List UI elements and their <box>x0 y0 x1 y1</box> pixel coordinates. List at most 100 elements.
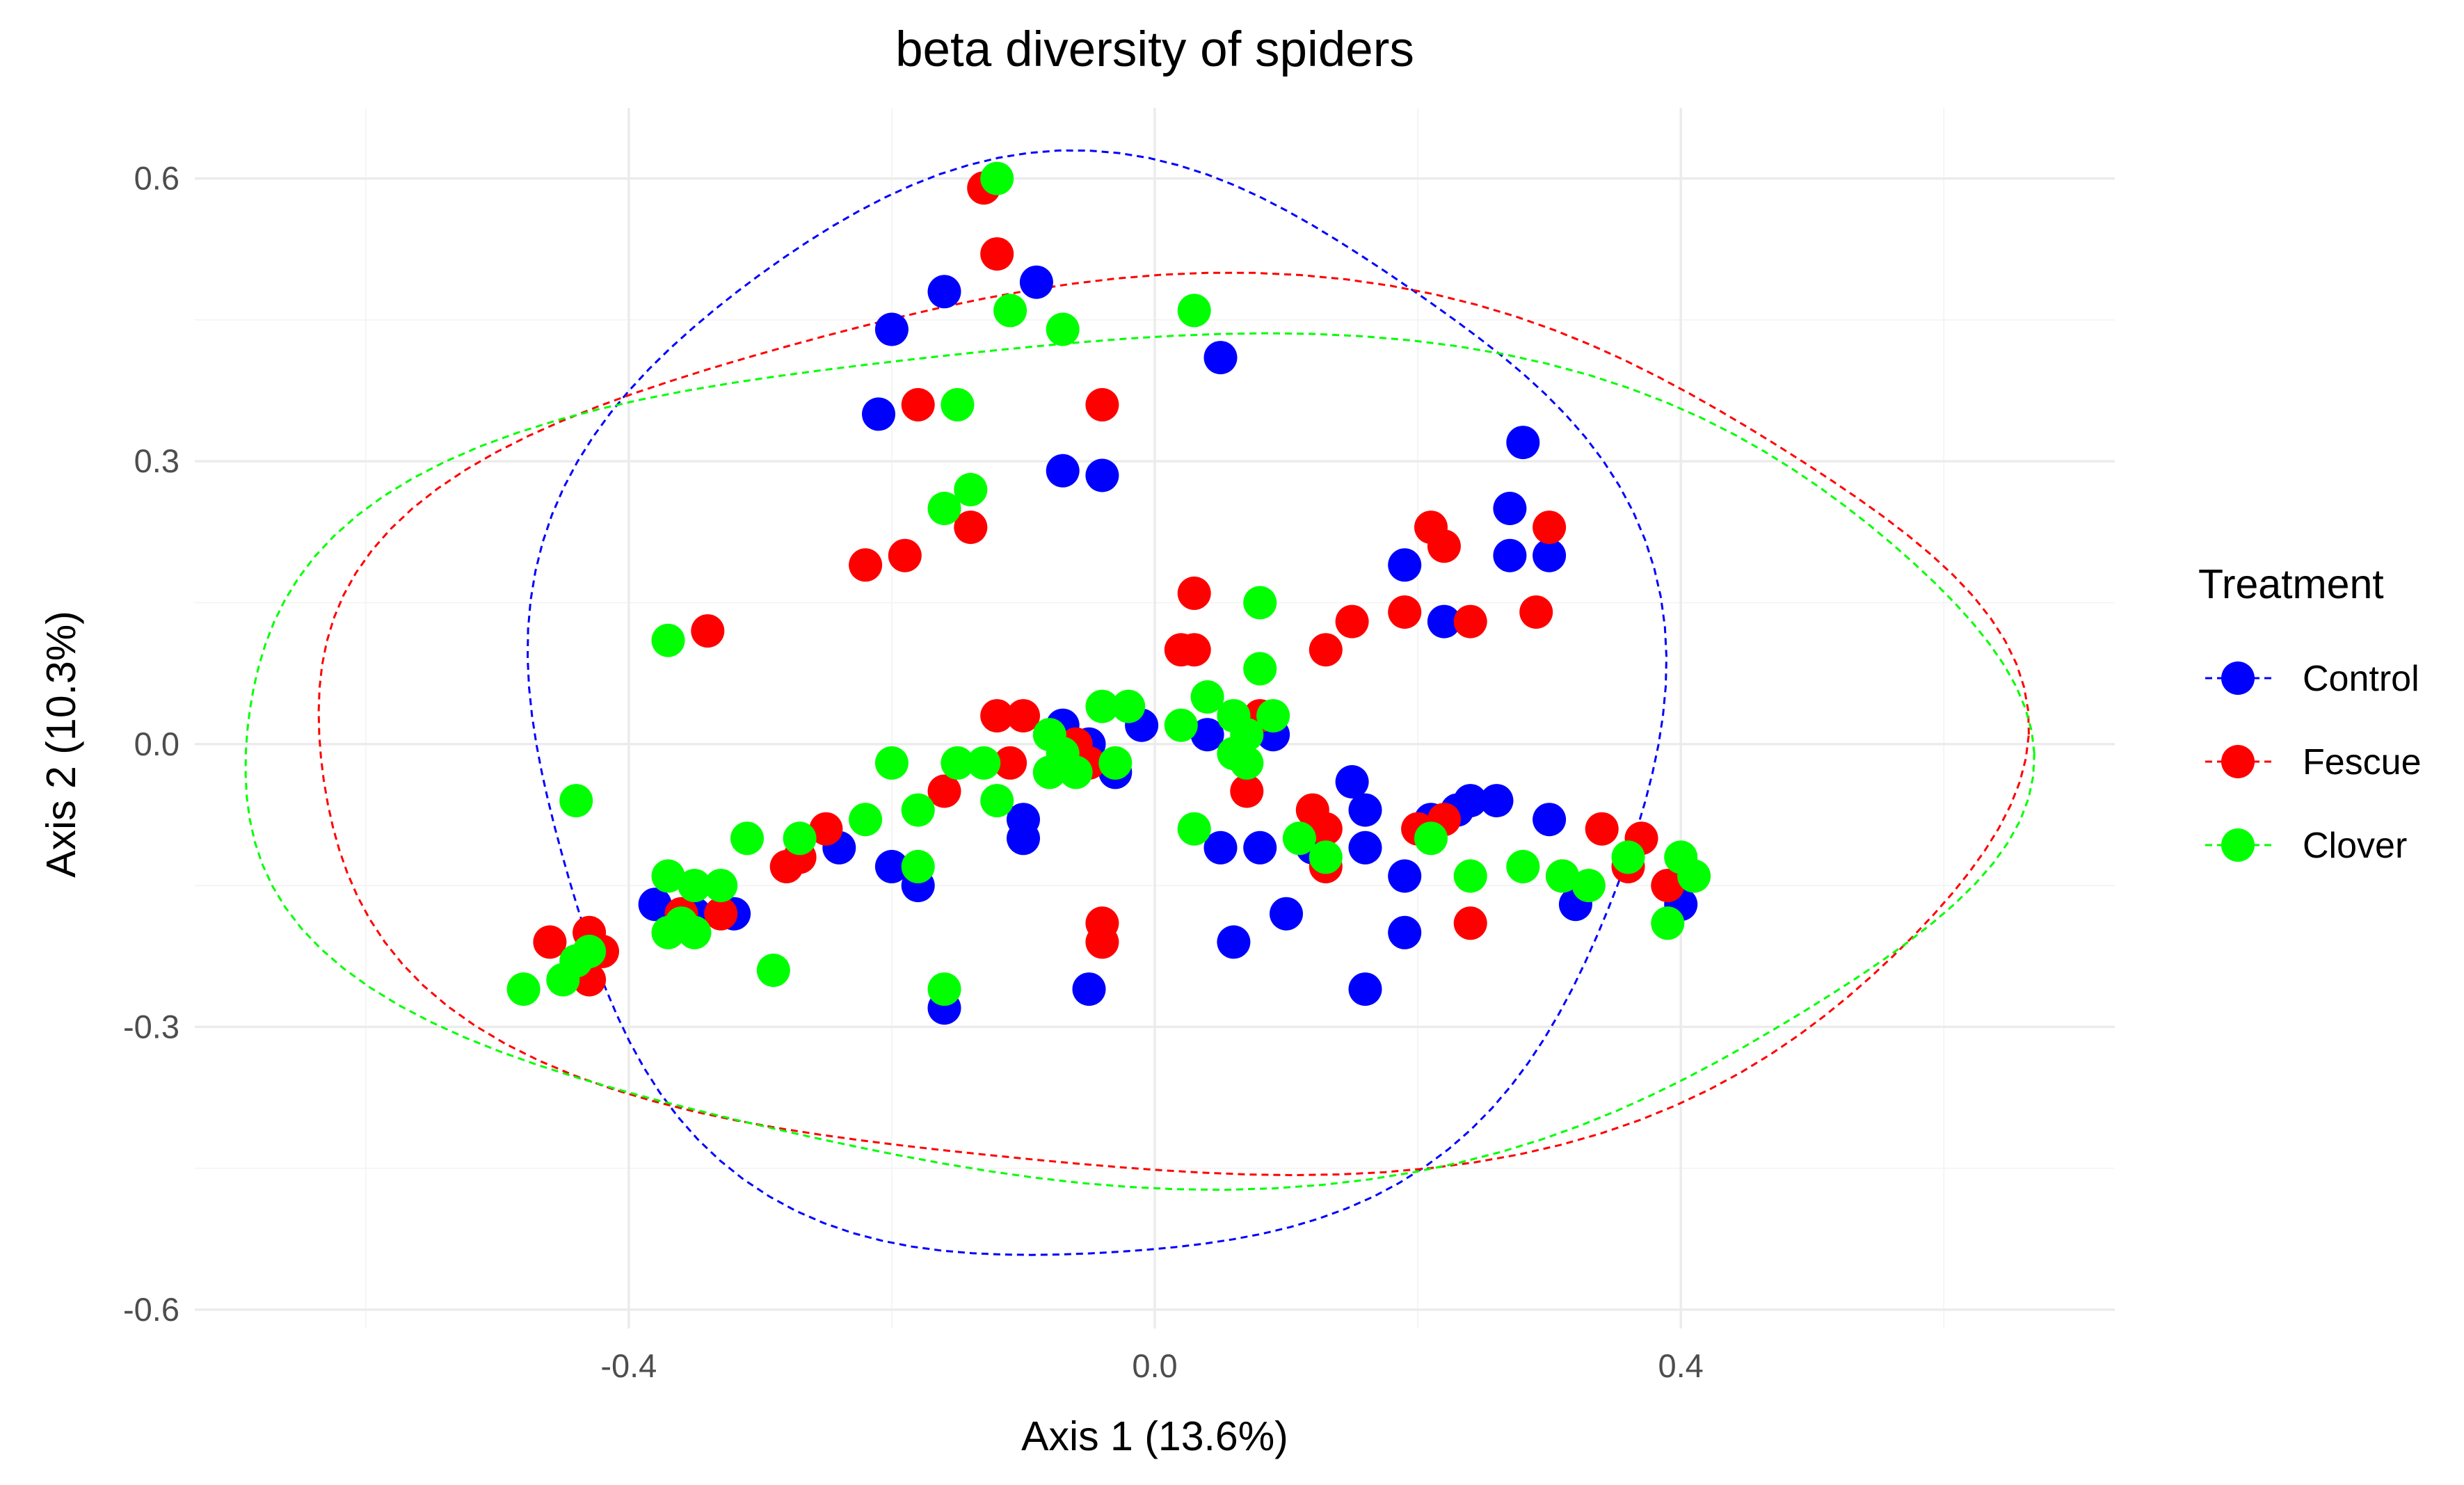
x-tick-label: -0.4 <box>600 1347 657 1384</box>
point-fescue <box>901 387 935 422</box>
point-control <box>1348 830 1382 865</box>
point-clover <box>546 963 580 997</box>
chart-title: beta diversity of spiders <box>895 22 1414 77</box>
point-clover <box>1243 586 1277 620</box>
point-control <box>1007 821 1040 856</box>
point-control <box>1190 718 1224 752</box>
point-fescue <box>1519 595 1553 629</box>
point-control <box>1388 548 1422 582</box>
point-clover <box>901 849 935 883</box>
point-clover <box>651 623 685 657</box>
point-fescue <box>1309 812 1343 846</box>
legend-items: Control Fescue Clover <box>2205 659 2422 866</box>
point-control <box>1348 972 1382 1006</box>
point-control <box>874 312 909 346</box>
point-fescue <box>993 746 1027 780</box>
point-control <box>1388 859 1422 893</box>
point-fescue <box>1427 529 1461 563</box>
point-clover <box>1309 840 1343 874</box>
point-clover <box>874 746 909 780</box>
y-tick-label: 0.6 <box>134 160 179 197</box>
y-tick-label: 0.3 <box>134 442 179 479</box>
ellipse-clover <box>244 332 2035 1191</box>
point-clover <box>678 869 712 903</box>
y-axis-title: Axis 2 (10.3%) <box>38 611 84 878</box>
point-control <box>1243 830 1277 865</box>
point-control <box>638 888 672 922</box>
point-fescue <box>980 699 1014 733</box>
point-clover <box>927 492 961 525</box>
point-clover <box>1651 906 1685 940</box>
point-clover <box>927 972 961 1006</box>
point-clover <box>704 869 738 903</box>
point-clover <box>1611 840 1645 874</box>
point-control <box>1217 925 1251 959</box>
point-fescue <box>533 925 567 959</box>
point-clover <box>1571 869 1606 903</box>
point-fescue <box>691 614 725 648</box>
y-tick-label: -0.6 <box>123 1291 179 1328</box>
point-fescue <box>1453 906 1487 940</box>
point-fescue <box>1453 604 1487 639</box>
point-fescue <box>888 538 922 572</box>
point-control <box>1493 538 1527 572</box>
point-clover <box>756 954 790 987</box>
point-clover <box>1677 859 1711 893</box>
point-clover <box>1453 859 1487 893</box>
point-control <box>1348 793 1382 827</box>
point-clover <box>1506 849 1540 883</box>
x-axis-title: Axis 1 (13.6%) <box>1021 1413 1288 1459</box>
point-clover <box>1112 689 1146 723</box>
point-clover <box>1230 746 1264 780</box>
legend-item-fescue: Fescue <box>2205 742 2422 782</box>
point-control <box>927 275 961 309</box>
point-control <box>1533 803 1567 837</box>
point-fescue <box>1585 812 1619 846</box>
point-clover <box>678 915 712 949</box>
point-fescue <box>1085 387 1119 422</box>
point-clover <box>506 972 541 1006</box>
y-tick-label: 0.0 <box>134 725 179 762</box>
point-fescue <box>1388 595 1422 629</box>
point-clover <box>1546 859 1579 893</box>
point-clover <box>783 821 817 856</box>
point-control <box>1270 897 1303 931</box>
point-control <box>1085 458 1119 492</box>
point-clover <box>1243 652 1277 686</box>
point-clover <box>967 746 1001 780</box>
point-fescue <box>769 849 803 883</box>
ellipse-control <box>526 149 1668 1256</box>
point-clover <box>941 746 975 780</box>
point-clover <box>980 161 1014 195</box>
point-clover <box>730 821 764 856</box>
legend-key-dot <box>2221 828 2255 862</box>
point-clover <box>993 294 1027 328</box>
point-control <box>1335 765 1369 798</box>
point-control <box>1203 830 1238 865</box>
point-clover <box>651 915 685 949</box>
point-control <box>862 397 895 431</box>
ellipse-fescue <box>317 271 2030 1177</box>
point-clover <box>1256 699 1290 733</box>
point-control <box>1453 784 1487 818</box>
point-clover <box>1085 689 1119 723</box>
point-clover <box>1190 680 1224 714</box>
point-clover <box>559 784 593 818</box>
data-points <box>506 161 1711 1025</box>
point-clover <box>1177 294 1211 328</box>
point-clover <box>941 387 975 422</box>
point-clover <box>1282 821 1316 856</box>
point-fescue <box>1085 925 1119 959</box>
point-control <box>1072 972 1106 1006</box>
point-clover <box>1098 746 1133 780</box>
point-fescue <box>809 812 843 846</box>
x-tick-label: 0.4 <box>1658 1347 1703 1384</box>
point-control <box>1019 265 1053 299</box>
point-fescue <box>927 774 961 808</box>
point-control <box>1506 426 1540 460</box>
point-clover <box>1046 312 1080 346</box>
point-control <box>874 849 909 883</box>
point-clover <box>1414 821 1448 856</box>
point-fescue <box>1335 604 1369 639</box>
